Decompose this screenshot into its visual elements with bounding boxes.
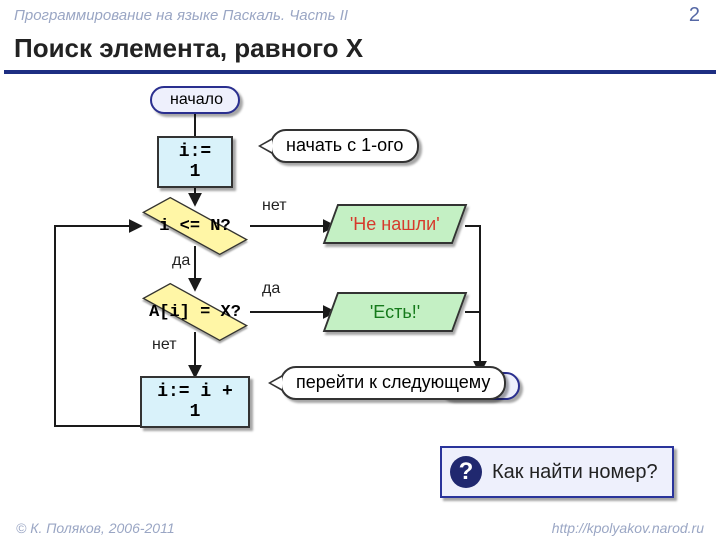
flowchart-canvas: начало i:= 1 i <= N? A[i] = X? i:= i + 1…	[0, 74, 720, 502]
process-increment: i:= i + 1	[140, 376, 250, 428]
process-increment-label: i:= i + 1	[157, 382, 233, 422]
callout-next: перейти к следующему	[280, 366, 506, 400]
callout-start: начать с 1-ого	[270, 129, 419, 163]
terminal-start: начало	[150, 86, 240, 114]
edge-label: да	[172, 252, 190, 270]
decision-bound: i <= N?	[140, 206, 250, 246]
process-init-label: i:= 1	[179, 142, 211, 182]
edge-label: нет	[262, 197, 287, 215]
callout-tail-icon	[258, 138, 272, 154]
page-number: 2	[689, 4, 700, 27]
output-found-label: 'Есть!'	[370, 303, 420, 322]
output-notfound: 'Не нашли'	[323, 204, 468, 244]
page-title: Поиск элемента, равного X	[14, 33, 720, 64]
callout-next-label: перейти к следующему	[296, 372, 490, 392]
footer-left: © К. Поляков, 2006-2011	[16, 520, 175, 536]
header-left: Программирование на языке Паскаль. Часть…	[14, 7, 348, 24]
footer: © К. Поляков, 2006-2011 http://kpolyakov…	[0, 516, 720, 540]
edge-label: да	[262, 280, 280, 298]
question-box: ? Как найти номер?	[440, 446, 674, 498]
callout-tail-icon	[268, 375, 282, 391]
edge-label: нет	[152, 336, 177, 354]
decision-match-label: A[i] = X?	[149, 303, 241, 322]
decision-bound-label: i <= N?	[159, 217, 230, 236]
process-init: i:= 1	[157, 136, 233, 188]
terminal-start-label: начало	[170, 91, 223, 108]
title-wrap: Поиск элемента, равного X	[0, 31, 720, 66]
question-mark-icon: ?	[450, 456, 482, 488]
decision-match: A[i] = X?	[140, 292, 250, 332]
footer-right: http://kpolyakov.narod.ru	[552, 520, 704, 536]
callout-start-label: начать с 1-ого	[286, 135, 403, 155]
header: Программирование на языке Паскаль. Часть…	[0, 0, 720, 31]
output-notfound-label: 'Не нашли'	[350, 215, 440, 234]
output-found: 'Есть!'	[323, 292, 468, 332]
question-text: Как найти номер?	[492, 461, 658, 484]
